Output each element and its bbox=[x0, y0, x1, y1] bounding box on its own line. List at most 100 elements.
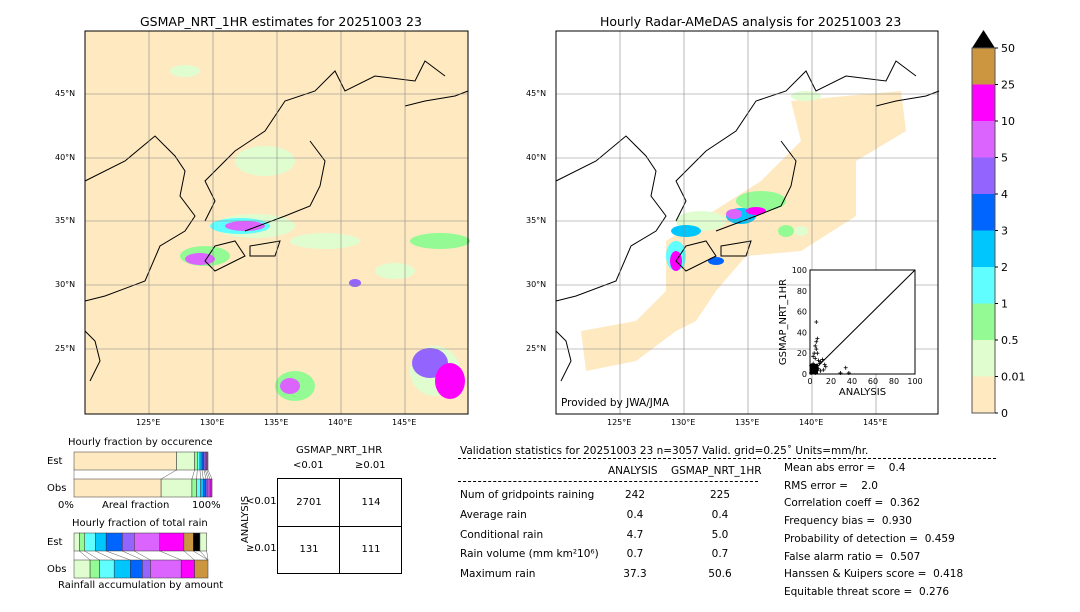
rain-blob bbox=[671, 225, 701, 237]
connector-line bbox=[134, 550, 151, 561]
connector-line bbox=[199, 469, 201, 480]
connector-line bbox=[201, 469, 204, 480]
stat-gsmap-value: 50.6 bbox=[708, 568, 732, 580]
connector-line bbox=[122, 550, 143, 561]
stat-analysis-value: 0.4 bbox=[626, 509, 644, 521]
fraction-segment bbox=[105, 532, 123, 552]
lon-label: 140°E bbox=[799, 418, 824, 427]
y-tick-label: 60 bbox=[797, 308, 807, 317]
scatter-point bbox=[815, 351, 820, 356]
x-tick-label: 80 bbox=[889, 377, 899, 386]
lon-label: 145°E bbox=[392, 418, 417, 427]
colorbar-label: 4 bbox=[1001, 188, 1008, 201]
rain-fraction-bars bbox=[73, 532, 209, 579]
connector-line bbox=[191, 469, 195, 480]
stat-gsmap-value: 0.4 bbox=[711, 509, 729, 521]
score-line: Mean abs error = 0.4 bbox=[784, 462, 906, 474]
stat-analysis-value: 4.7 bbox=[626, 529, 644, 541]
connector-line bbox=[199, 550, 209, 561]
fraction-segment bbox=[199, 451, 203, 471]
rain-est-label: Est bbox=[47, 537, 63, 548]
fraction-segment bbox=[73, 478, 162, 498]
cell-false-alarm: 114 bbox=[361, 497, 381, 508]
rain-blob bbox=[349, 279, 361, 287]
rain-blob bbox=[726, 209, 742, 219]
connector-line bbox=[106, 550, 131, 561]
rain-blob bbox=[185, 253, 215, 265]
rain-blob bbox=[375, 263, 415, 279]
cell-miss: 131 bbox=[299, 544, 319, 555]
analysis-coverage bbox=[581, 91, 906, 371]
fraction-segment bbox=[73, 559, 91, 579]
stat-analysis-value: 242 bbox=[624, 489, 646, 501]
lat-label: 45°N bbox=[55, 89, 76, 98]
colorbar-label: 2 bbox=[1001, 261, 1008, 274]
map-frame bbox=[84, 30, 469, 415]
fraction-segment bbox=[200, 478, 204, 498]
coastline bbox=[84, 60, 469, 382]
score-line: Equitable threat score = 0.276 bbox=[784, 585, 950, 598]
rain-obs-label: Obs bbox=[47, 564, 67, 575]
credit-text: Provided by JWA/JMA bbox=[561, 397, 670, 409]
scatter-point bbox=[821, 367, 826, 372]
scatter-xlabel: ANALYSIS bbox=[839, 387, 886, 398]
fraction-segment bbox=[205, 478, 209, 498]
fraction-segment bbox=[99, 559, 115, 579]
fraction-segment bbox=[134, 532, 161, 552]
lat-label: 45°N bbox=[526, 89, 547, 98]
occ-est-label: Est bbox=[47, 456, 63, 467]
contingency-col-title: GSMAP_NRT_1HR bbox=[296, 445, 383, 456]
y-tick-label: 20 bbox=[797, 349, 807, 358]
fraction-segment bbox=[150, 559, 182, 579]
left-map-title: GSMAP_NRT_1HR estimates for 20251003 23 bbox=[140, 14, 422, 29]
fraction-segment bbox=[142, 559, 151, 579]
lon-label: 140°E bbox=[328, 418, 353, 427]
stat-gsmap-value: 5.0 bbox=[711, 529, 729, 541]
right-map bbox=[555, 30, 940, 415]
lat-label: 25°N bbox=[55, 344, 76, 353]
lat-label: 40°N bbox=[55, 153, 76, 162]
fraction-segment bbox=[121, 532, 135, 552]
score-line: False alarm ratio = 0.507 bbox=[784, 550, 921, 563]
connector-line bbox=[160, 469, 177, 480]
stat-analysis-value: 37.3 bbox=[623, 568, 647, 580]
fraction-segment bbox=[95, 532, 107, 552]
colorbar-label: 0.01 bbox=[1001, 371, 1026, 384]
fraction-segment bbox=[176, 451, 195, 471]
fraction-segment bbox=[193, 532, 201, 552]
scatter-point bbox=[814, 347, 819, 352]
fraction-segment bbox=[206, 451, 209, 471]
stat-row-label: Maximum rain bbox=[460, 568, 536, 580]
connector-line bbox=[84, 550, 100, 561]
lat-label: 30°N bbox=[55, 280, 76, 289]
rain-blob bbox=[791, 91, 821, 101]
scatter-point bbox=[813, 356, 818, 361]
connector-line bbox=[206, 469, 211, 480]
score-line: RMS error = 2.0 bbox=[784, 479, 878, 492]
x-tick-label: 40 bbox=[847, 377, 857, 386]
scatter-point bbox=[846, 370, 851, 375]
left-map bbox=[84, 30, 470, 415]
connector-line bbox=[159, 550, 182, 561]
rain-blob bbox=[736, 191, 786, 211]
score-line: Correlation coeff = 0.362 bbox=[784, 497, 920, 510]
fraction-segment bbox=[73, 532, 80, 552]
stat-analysis-value: 0.7 bbox=[626, 548, 644, 560]
connector-line bbox=[196, 469, 198, 480]
fraction-segment bbox=[113, 559, 131, 579]
fraction-segment bbox=[130, 559, 143, 579]
fraction-segment bbox=[196, 478, 201, 498]
lon-label: 125°E bbox=[607, 418, 632, 427]
stat-row-label: Conditional rain bbox=[460, 529, 544, 541]
rain-blob bbox=[435, 363, 465, 399]
lat-label: 30°N bbox=[526, 280, 547, 289]
stat-row-label: Rain volume (mm km²10⁶) bbox=[460, 548, 599, 560]
colorbar-segment bbox=[972, 303, 995, 340]
map-frame bbox=[555, 30, 939, 415]
scatter-ylabel: GSMAP_NRT_1HR bbox=[778, 279, 789, 365]
rain-blob bbox=[708, 257, 724, 265]
col-label-lt: <0.01 bbox=[293, 460, 324, 471]
lat-label: 40°N bbox=[526, 153, 547, 162]
fraction-segment bbox=[197, 451, 201, 471]
stat-gsmap-value: 225 bbox=[709, 489, 731, 501]
